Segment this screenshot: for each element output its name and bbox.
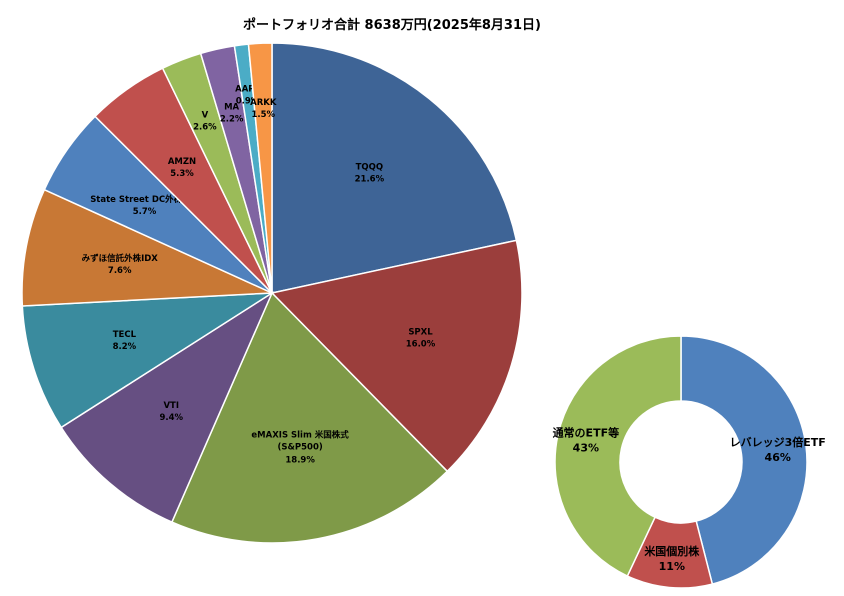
- pie-label-name: TQQQ: [356, 162, 383, 172]
- donut-label-value: 43%: [573, 442, 599, 455]
- pie-label-value: 7.6%: [108, 266, 132, 276]
- pie-label-value: 18.9%: [285, 455, 315, 465]
- pie-label-name: VTI: [163, 401, 179, 411]
- donut-label-name: 通常のETF等: [553, 426, 620, 440]
- donut-label-value: 46%: [765, 451, 791, 464]
- pie-label-name: V: [202, 111, 209, 121]
- pie-label-name: MA: [224, 102, 239, 112]
- portfolio-pie-chart: TQQQ 21.6% SPXL 16.0% eMAXIS Slim 米国株式 (S&P50…: [21, 42, 523, 544]
- pie-label-name2: (S&P500): [277, 442, 322, 452]
- pie-label-value: 2.6%: [193, 123, 217, 133]
- pie-label-value: 5.7%: [133, 207, 157, 217]
- category-donut-chart: レバレッジ3倍ETF 46% 米国個別株 11% 通常のETF等 43%: [553, 335, 826, 589]
- pie-label-name: AAPL: [235, 85, 260, 95]
- pie-label-name: TECL: [113, 330, 137, 340]
- pie-label-name: SPXL: [408, 327, 433, 337]
- pie-slice-idx: [21, 188, 273, 307]
- donut-label-name: レバレッジ3倍ETF: [730, 435, 826, 449]
- pie-label-value: 8.2%: [113, 342, 137, 352]
- pie-label-value: 9.4%: [159, 413, 183, 423]
- pie-slice-arkk: [247, 42, 273, 294]
- pie-label-name: みずほ信託外株IDX: [82, 253, 159, 264]
- pie-label-name: State Street DC外株IDX: [90, 194, 199, 205]
- pie-slice-emaxis-slim: [170, 291, 449, 544]
- donut-label-value: 11%: [659, 560, 685, 573]
- donut-slice-3-etf: [680, 335, 808, 585]
- pie-label-value: 0.9%: [236, 97, 260, 107]
- pie-label-value: 2.2%: [220, 114, 244, 124]
- pie-slice-vti: [60, 291, 274, 524]
- pie-label-value: 21.6%: [355, 174, 385, 184]
- chart-title: ポートフォリオ合計 8638万円(2025年8月31日): [243, 18, 541, 33]
- pie-label-value: 5.3%: [170, 169, 194, 179]
- pie-slice-spxl: [270, 239, 523, 473]
- donut-slice-etf: [554, 335, 682, 578]
- pie-label-name: AMZN: [168, 157, 196, 167]
- pie-slice-tecl: [21, 292, 275, 429]
- pie-label-value: 16.0%: [406, 339, 436, 349]
- pie-label-value: 1.5%: [251, 110, 275, 120]
- donut-label-name: 米国個別株: [643, 544, 700, 558]
- pie-label-name: ARKK: [250, 98, 277, 108]
- pie-label-name: eMAXIS Slim 米国株式: [251, 429, 349, 440]
- pie-slice-tqqq: [271, 42, 518, 294]
